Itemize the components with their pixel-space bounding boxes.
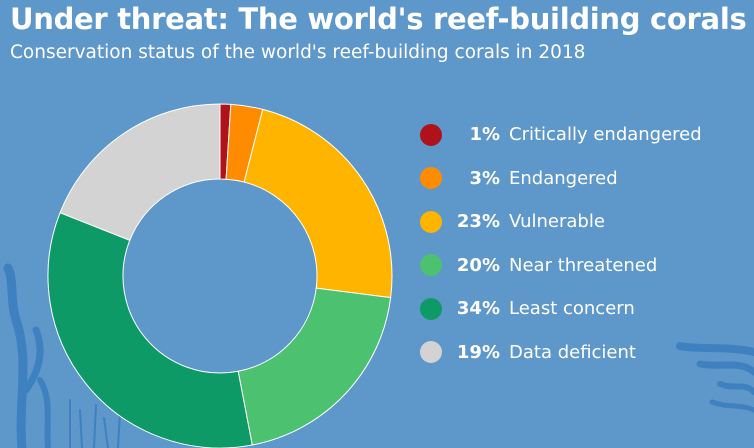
legend-swatch <box>420 297 442 320</box>
legend-percent: 3% <box>469 167 500 189</box>
coral-branch <box>79 409 83 448</box>
legend-item: 19% Data deficient <box>420 331 702 375</box>
legend-label: Least concern <box>509 298 635 320</box>
legend-label: Critically endangered <box>509 124 702 146</box>
coral-branch <box>93 404 97 448</box>
legend-label: Near threatened <box>509 254 658 276</box>
legend-percent: 34% <box>456 298 500 320</box>
legend-item: 20% Near threatened <box>420 244 702 288</box>
legend-item: 1% Critically endangered <box>420 113 702 157</box>
legend-swatch <box>420 167 442 190</box>
legend-label: Endangered <box>509 167 618 189</box>
legend-label: Vulnerable <box>509 211 605 233</box>
chart-title: Under threat: The world's reef-building … <box>10 2 747 36</box>
coral-branch <box>117 411 121 448</box>
legend-item: 34% Least concern <box>420 287 702 331</box>
legend-item: 23% Vulnerable <box>420 200 702 244</box>
legend-item: 3% Endangered <box>420 157 702 201</box>
legend: 1% Critically endangered 3% Endangered 2… <box>420 113 702 374</box>
legend-swatch <box>420 341 442 364</box>
coral-branch <box>676 342 754 356</box>
coral-branch <box>22 326 44 394</box>
decorative-coral-right <box>676 342 754 413</box>
legend-percent: 23% <box>456 211 500 233</box>
donut-slice-data-deficient <box>59 103 221 241</box>
legend-percent: 1% <box>469 124 500 146</box>
donut-slice-vulnerable <box>243 108 393 299</box>
legend-percent: 19% <box>456 341 500 363</box>
legend-label: Data deficient <box>509 341 636 363</box>
coral-branch <box>3 263 28 448</box>
coral-branch <box>709 399 754 413</box>
legend-swatch <box>420 210 442 233</box>
coral-branch <box>37 377 51 448</box>
donut-slice-near-threatened <box>237 287 392 446</box>
donut-chart <box>47 103 393 448</box>
coral-branch <box>717 381 754 395</box>
decorative-coral-left <box>3 263 121 448</box>
coral-branch <box>103 417 109 448</box>
legend-swatch <box>420 254 442 277</box>
coral-branch <box>696 360 754 376</box>
legend-swatch <box>420 123 442 146</box>
chart-subtitle: Conservation status of the world's reef-… <box>10 42 586 63</box>
legend-percent: 20% <box>456 254 500 276</box>
donut-slice-least-concern <box>47 212 253 448</box>
